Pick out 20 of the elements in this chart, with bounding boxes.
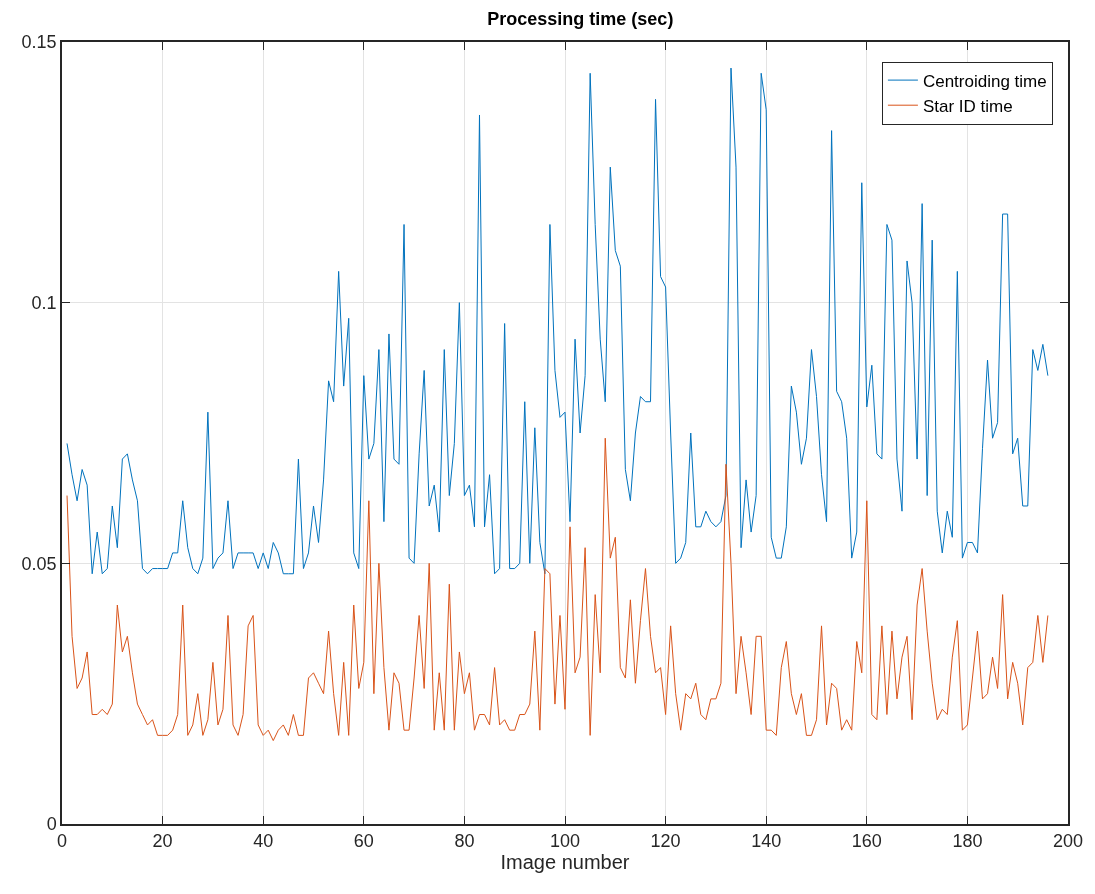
- x-tick-label: 180: [952, 831, 983, 852]
- x-tick-label: 200: [1052, 831, 1084, 852]
- line-series: [66, 67, 1049, 575]
- chart-title: Processing time (sec): [487, 8, 674, 29]
- y-tick-label: 0.05: [21, 553, 57, 574]
- legend-label: Star ID time: [922, 96, 1013, 116]
- x-tick-label: 60: [353, 831, 374, 852]
- x-tick-label: 80: [454, 831, 475, 852]
- x-tick-label: 20: [152, 831, 173, 852]
- legend-label: Centroiding time: [922, 71, 1047, 91]
- y-tick-label: 0.15: [21, 32, 57, 53]
- x-axis-title: Image number: [500, 851, 630, 874]
- y-tick-label: 0.1: [31, 292, 57, 313]
- line-series: [66, 437, 1049, 742]
- x-tick-label: 40: [253, 831, 274, 852]
- x-tick-label: 160: [851, 831, 882, 852]
- x-tick-label: 100: [549, 831, 581, 852]
- x-tick-label: 120: [650, 831, 681, 852]
- y-tick-label: 0: [46, 814, 57, 835]
- x-tick-label: 140: [751, 831, 782, 852]
